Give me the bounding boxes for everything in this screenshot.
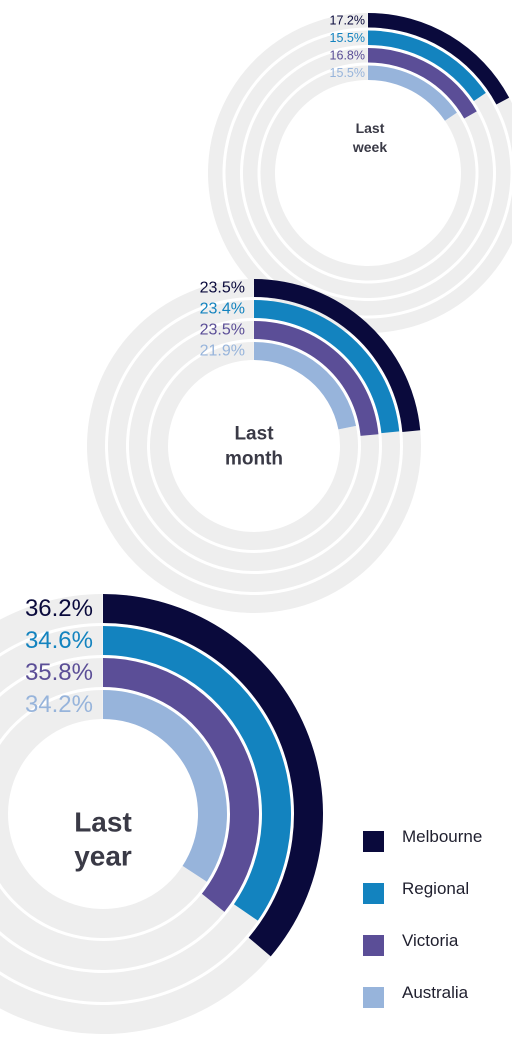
bar-melbourne [103,594,324,957]
value-label-regional: 34.6% [25,627,93,654]
track-melbourne [0,594,271,1034]
value-label-australia: 15.5% [330,66,365,80]
value-label-regional: 15.5% [330,31,365,45]
bar-victoria [103,658,259,912]
bar-regional [254,300,400,434]
legend-swatch-australia [363,987,384,1008]
bar-victoria [368,48,477,119]
legend-label-melbourne: Melbourne [402,827,483,846]
legend: Melbourne Regional Victoria Australia [363,826,508,1034]
value-label-regional: 23.4% [200,301,245,318]
bar-australia [368,65,457,121]
bar-melbourne [254,279,421,432]
chart-title-line: week [352,139,387,155]
legend-item-melbourne: Melbourne [363,826,508,878]
value-label-australia: 21.9% [200,343,245,360]
chart-title-line: Last [234,424,274,445]
value-label-melbourne: 17.2% [330,13,365,27]
chart-title-line: Last [74,807,132,838]
legend-label-victoria: Victoria [402,931,459,950]
bar-regional [103,626,291,921]
legend-label-australia: Australia [402,983,469,1002]
track-victoria [0,658,225,970]
value-label-melbourne: 23.5% [200,280,245,297]
chart-title-line: Last [356,120,385,136]
bar-australia [103,690,227,882]
legend-label-regional: Regional [402,879,470,898]
legend-swatch-melbourne [363,831,384,852]
chart-title-line: year [74,841,132,872]
bar-australia [254,342,357,430]
bar-melbourne [368,13,510,105]
legend-swatch-victoria [363,935,384,956]
value-label-victoria: 23.5% [200,322,245,339]
legend-item-victoria: Victoria [363,930,508,982]
radial-chart-last-month: 23.5% 23.4% 23.5% 21.9% Last month [87,279,422,613]
value-label-victoria: 16.8% [330,48,365,62]
value-label-melbourne: 36.2% [25,595,93,622]
radial-chart-last-week: 17.2% 15.5% 16.8% 15.5% Last week [208,13,512,333]
value-label-victoria: 35.8% [25,659,93,686]
value-label-australia: 34.2% [25,691,93,718]
legend-item-regional: Regional [363,878,508,930]
bar-regional [368,30,486,102]
legend-item-australia: Australia [363,982,508,1034]
legend-swatch-regional [363,883,384,904]
bar-victoria [254,321,379,436]
track-regional [0,626,258,1002]
chart-title-line: month [225,449,283,470]
